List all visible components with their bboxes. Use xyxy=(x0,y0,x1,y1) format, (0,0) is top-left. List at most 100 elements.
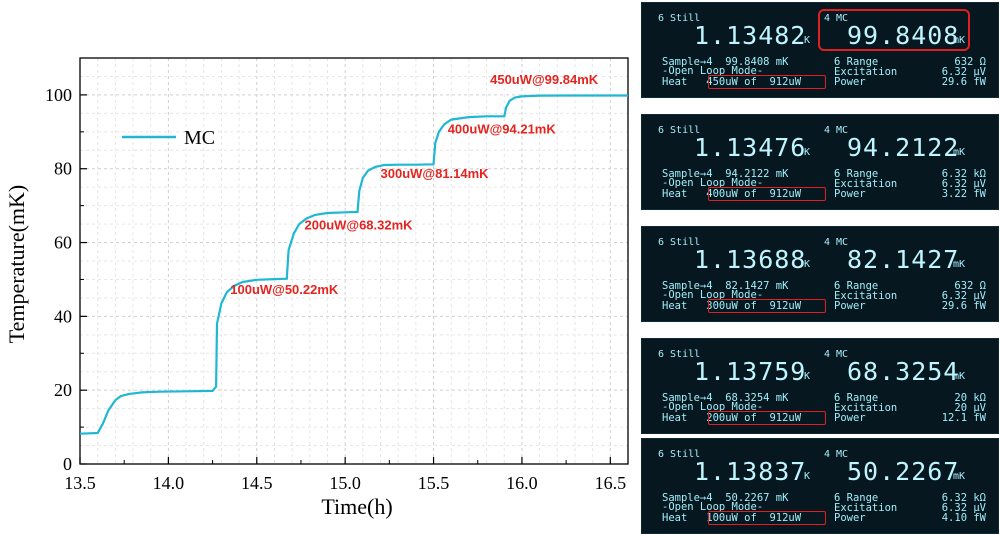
power-label: Power xyxy=(834,300,866,312)
heater-highlight-box xyxy=(708,75,826,89)
controller-display-panel: 6 Still 1.13476 K 4 MC 94.2122 mK Sample… xyxy=(641,114,999,210)
power-label: Power xyxy=(834,512,866,524)
legend-label-mc: MC xyxy=(184,127,215,149)
power-label: Power xyxy=(834,76,866,88)
excitation-value: 20 μV xyxy=(954,402,986,414)
sample-readout: Sample→4 50.2267 mK xyxy=(662,492,789,504)
range-value: 6.32 kΩ xyxy=(941,492,986,504)
still-temperature-value: 1.13837 xyxy=(694,457,807,486)
power-label: Power xyxy=(834,188,866,200)
loop-mode: -Open Loop Mode- xyxy=(662,289,764,301)
loop-mode: -Open Loop Mode- xyxy=(662,65,764,77)
mc-unit: mK xyxy=(953,371,966,382)
x-tick-label: 14.5 xyxy=(241,473,273,493)
chart-grid xyxy=(80,58,628,464)
controller-display-panel: 6 Still 1.13482 K 4 MC 99.8408 mK Sample… xyxy=(641,2,999,98)
y-tick-label: 60 xyxy=(54,233,72,253)
heater-output: Heat 200uW of 912uW xyxy=(662,412,802,424)
excitation-label: Excitation xyxy=(834,502,898,514)
mc-unit: mK xyxy=(953,471,966,482)
excitation-value: 6.32 μV xyxy=(941,290,986,302)
heater-highlight-box xyxy=(708,411,826,425)
x-axis-label: Time(h) xyxy=(321,494,392,519)
power-value: 4.10 fW xyxy=(941,512,986,524)
still-channel-label: 6 Still xyxy=(658,125,701,136)
heater-output: Heat 400uW of 912uW xyxy=(662,188,802,200)
sample-readout: Sample→4 82.1427 mK xyxy=(662,280,789,292)
excitation-value: 6.32 μV xyxy=(941,66,986,78)
still-unit: K xyxy=(804,259,811,270)
chart-legend: MC xyxy=(122,127,215,149)
series-line-mc xyxy=(79,94,628,435)
axis-ticks xyxy=(79,94,611,465)
y-tick-label: 100 xyxy=(45,85,72,105)
x-tick-label: 16.5 xyxy=(595,473,627,493)
still-unit: K xyxy=(804,371,811,382)
y-tick-label: 0 xyxy=(63,454,72,474)
heater-output: Heat 450uW of 912uW xyxy=(662,76,802,88)
sample-readout: Sample→4 99.8408 mK xyxy=(662,56,789,68)
controller-display-panel: 6 Still 1.13837 K 4 MC 50.2267 mK Sample… xyxy=(641,438,999,534)
y-tick-label: 40 xyxy=(54,306,72,326)
heater-highlight-box xyxy=(708,299,826,313)
mc-channel-label: 4 MC xyxy=(824,125,849,136)
annotation-label: 100uW@50.22mK xyxy=(230,282,339,297)
still-unit: K xyxy=(804,147,811,158)
still-unit: K xyxy=(804,35,811,46)
annotation-label: 200uW@68.32mK xyxy=(305,218,414,233)
power-label: Power xyxy=(834,412,866,424)
heater-highlight-box xyxy=(708,511,826,525)
range-label: 6 Range xyxy=(834,392,879,404)
sample-readout: Sample→4 94.2122 mK xyxy=(662,168,789,180)
excitation-label: Excitation xyxy=(834,178,898,190)
mc-temperature-value: 99.8408 xyxy=(847,21,960,50)
range-label: 6 Range xyxy=(834,280,879,292)
y-tick-label: 20 xyxy=(54,380,72,400)
still-unit: K xyxy=(804,471,811,482)
controller-display-panel: 6 Still 1.13759 K 4 MC 68.3254 mK Sample… xyxy=(641,338,999,434)
excitation-value: 6.32 μV xyxy=(941,178,986,190)
still-channel-label: 6 Still xyxy=(658,237,701,248)
loop-mode: -Open Loop Mode- xyxy=(662,177,764,189)
loop-mode: -Open Loop Mode- xyxy=(662,401,764,413)
temperature-chart: 13.5 14.0 14.5 15.0 15.5 16.0 16.5 0 20 40 60 80 100… xyxy=(4,57,629,519)
power-value: 3.22 fW xyxy=(941,188,986,200)
annotation-label: 400uW@94.21mK xyxy=(448,122,557,137)
x-tick-label: 15.0 xyxy=(329,473,361,493)
heater-output: Heat 100uW of 912uW xyxy=(662,512,802,524)
range-value: 632 Ω xyxy=(954,56,986,68)
range-label: 6 Range xyxy=(834,492,879,504)
heater-highlight-box xyxy=(708,187,826,201)
mc-channel-label: 4 MC xyxy=(824,13,849,24)
range-value: 632 Ω xyxy=(954,280,986,292)
still-temperature-value: 1.13688 xyxy=(694,245,807,274)
chart-annotations: 100uW@50.22mK 200uW@68.32mK 300uW@81.14mK 4… xyxy=(230,72,599,297)
mc-unit: mK xyxy=(953,259,966,270)
still-channel-label: 6 Still xyxy=(658,13,701,24)
sample-readout: Sample→4 68.3254 mK xyxy=(662,392,789,404)
mc-channel-label: 4 MC xyxy=(824,237,849,248)
excitation-label: Excitation xyxy=(834,290,898,302)
mc-unit: mK xyxy=(953,35,966,46)
excitation-label: Excitation xyxy=(834,66,898,78)
annotation-label: 300uW@81.14mK xyxy=(381,166,490,181)
power-value: 29.6 fW xyxy=(941,300,986,312)
range-label: 6 Range xyxy=(834,168,879,180)
tick-labels: 13.5 14.0 14.5 15.0 15.5 16.0 16.5 0 20 40 60 80 100 xyxy=(45,85,626,493)
mc-temperature-value: 50.2267 xyxy=(847,457,960,486)
mc-highlight-box xyxy=(818,9,970,51)
y-tick-label: 80 xyxy=(54,159,72,179)
excitation-label: Excitation xyxy=(834,402,898,414)
x-tick-label: 15.5 xyxy=(418,473,450,493)
mc-unit: mK xyxy=(953,147,966,158)
mc-channel-label: 4 MC xyxy=(824,449,849,460)
heater-output: Heat 300uW of 912uW xyxy=(662,300,802,312)
controller-display-panel: 6 Still 1.13688 K 4 MC 82.1427 mK Sample… xyxy=(641,226,999,322)
still-temperature-value: 1.13482 xyxy=(694,21,807,50)
excitation-value: 6.32 μV xyxy=(941,502,986,514)
mc-temperature-value: 94.2122 xyxy=(847,133,960,162)
mc-temperature-value: 82.1427 xyxy=(847,245,960,274)
still-temperature-value: 1.13759 xyxy=(694,357,807,386)
still-channel-label: 6 Still xyxy=(658,449,701,460)
mc-channel-label: 4 MC xyxy=(824,349,849,360)
